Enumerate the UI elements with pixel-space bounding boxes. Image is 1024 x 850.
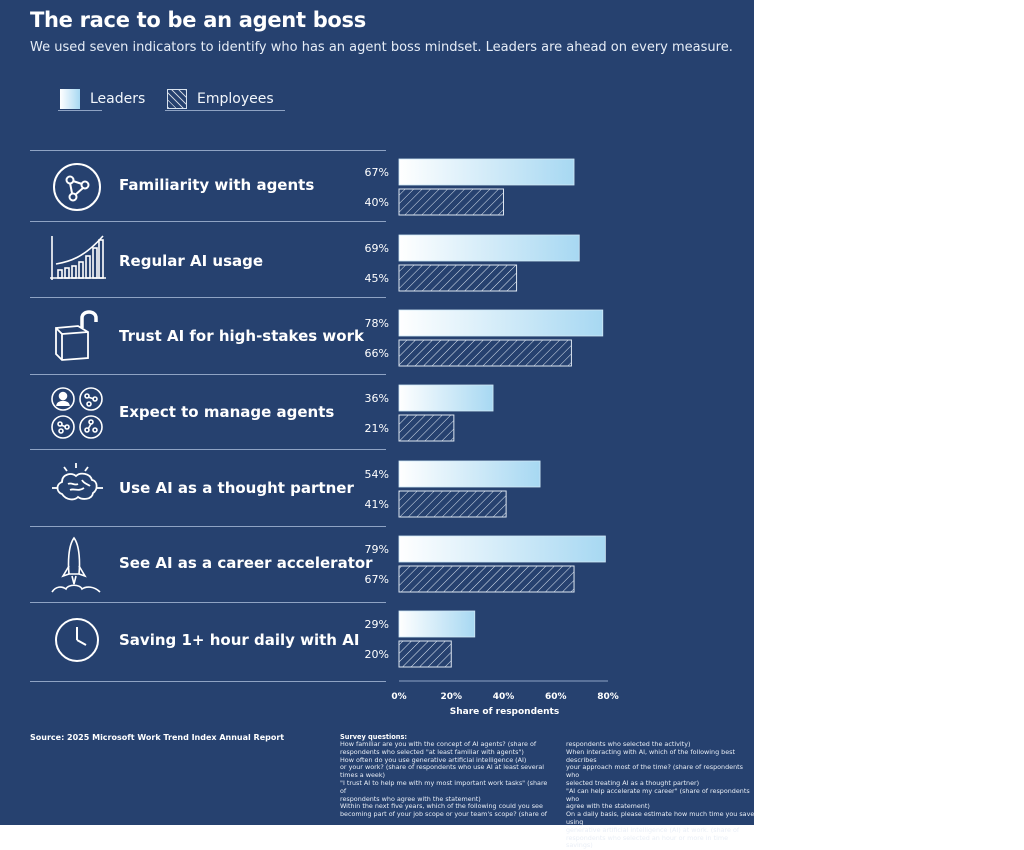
legend-leaders-label: Leaders bbox=[90, 91, 146, 107]
row-label: Saving 1+ hour daily with AI bbox=[119, 631, 360, 649]
bar-employees bbox=[398, 188, 504, 216]
data-label-leaders: 69% bbox=[365, 242, 389, 255]
legend-underline bbox=[58, 110, 102, 111]
legend-employees: Employees bbox=[167, 86, 274, 112]
row-label: Trust AI for high-stakes work bbox=[119, 327, 364, 345]
data-label-leaders: 67% bbox=[365, 166, 389, 179]
x-tick-label: 0% bbox=[391, 692, 406, 702]
legend-underline bbox=[165, 110, 285, 111]
survey-questions-heading: Survey questions: bbox=[340, 733, 408, 741]
data-label-employees: 66% bbox=[365, 347, 389, 360]
data-label-employees: 45% bbox=[365, 272, 389, 285]
rocket-icon bbox=[51, 536, 101, 593]
survey-questions-col1: How familiar are you with the concept of… bbox=[340, 740, 548, 819]
bar-employees bbox=[398, 339, 572, 367]
bar-chart: 67% 40% 69% 45% 78% 66% 36% 21% 54% 41% 79% 67% 29% 2… bbox=[365, 158, 619, 717]
data-label-leaders: 29% bbox=[365, 618, 389, 631]
bar-employees bbox=[398, 565, 575, 593]
bar-leaders bbox=[398, 234, 580, 262]
page-title: The race to be an agent boss bbox=[30, 8, 366, 32]
row-divider bbox=[30, 297, 386, 298]
bar-chart-icon bbox=[50, 235, 106, 280]
source-note: Source: 2025 Microsoft Work Trend Index … bbox=[30, 733, 285, 742]
x-axis-title: Share of respondents bbox=[450, 707, 559, 717]
row-label: See AI as a career accelerator bbox=[119, 554, 373, 572]
unlocked-box-icon bbox=[55, 310, 98, 361]
brain-icon bbox=[52, 463, 103, 501]
bar-employees bbox=[398, 640, 452, 668]
bar-leaders bbox=[398, 309, 604, 337]
page-subtitle: We used seven indicators to identify who… bbox=[30, 40, 733, 55]
data-label-employees: 41% bbox=[365, 498, 389, 511]
row-divider bbox=[30, 221, 386, 222]
row-divider bbox=[30, 602, 386, 603]
row-divider bbox=[30, 449, 386, 450]
row-divider bbox=[30, 526, 386, 527]
legend-leaders-swatch bbox=[60, 89, 80, 109]
data-label-leaders: 78% bbox=[365, 317, 389, 330]
row-label: Regular AI usage bbox=[119, 252, 264, 270]
legend-employees-label: Employees bbox=[197, 91, 274, 107]
row-label: Familiarity with agents bbox=[119, 176, 315, 194]
x-tick-label: 80% bbox=[597, 692, 619, 702]
row-divider bbox=[30, 374, 386, 375]
x-tick-label: 20% bbox=[440, 692, 462, 702]
bar-leaders bbox=[398, 460, 541, 488]
data-label-leaders: 54% bbox=[365, 468, 389, 481]
data-label-leaders: 79% bbox=[365, 543, 389, 556]
agents-network-icon bbox=[53, 163, 101, 211]
bar-leaders bbox=[398, 158, 575, 186]
row-label: Expect to manage agents bbox=[119, 403, 335, 421]
row-divider bbox=[30, 681, 386, 682]
bar-employees bbox=[398, 414, 455, 442]
bar-employees bbox=[398, 264, 518, 292]
bar-leaders bbox=[398, 610, 476, 638]
data-label-employees: 40% bbox=[365, 196, 389, 209]
x-tick-label: 60% bbox=[545, 692, 567, 702]
bar-employees bbox=[398, 490, 507, 518]
bar-leaders bbox=[398, 384, 494, 412]
legend-leaders: Leaders bbox=[60, 86, 145, 112]
agent-team-icon bbox=[51, 387, 103, 439]
survey-questions-col2: respondents who selected the activity) W… bbox=[566, 740, 755, 850]
legend-employees-swatch bbox=[167, 89, 187, 109]
row-label: Use AI as a thought partner bbox=[119, 479, 354, 497]
bar-leaders bbox=[398, 535, 606, 563]
clock-icon bbox=[55, 618, 99, 662]
data-label-employees: 20% bbox=[365, 648, 389, 661]
data-label-employees: 67% bbox=[365, 573, 389, 586]
x-tick-label: 40% bbox=[493, 692, 515, 702]
row-divider bbox=[30, 150, 386, 151]
data-label-employees: 21% bbox=[365, 422, 389, 435]
infographic-panel: The race to be an agent boss We used sev… bbox=[0, 0, 754, 849]
data-label-leaders: 36% bbox=[365, 392, 389, 405]
